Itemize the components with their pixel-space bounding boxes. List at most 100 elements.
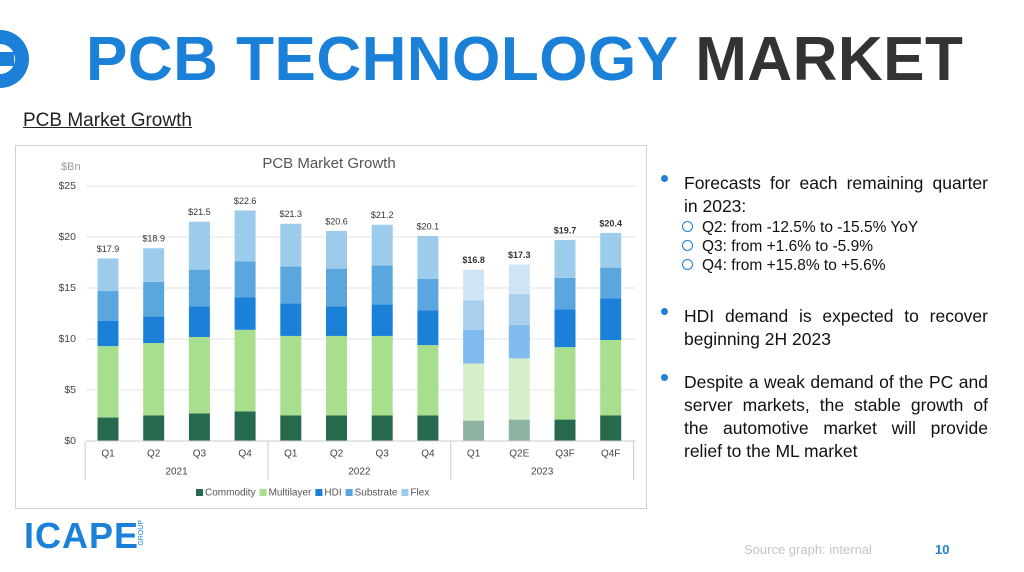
bar-segment	[97, 346, 119, 418]
bar-segment	[554, 309, 576, 348]
x-tick-label: Q4	[421, 449, 435, 460]
x-tick-label: Q3	[376, 449, 390, 460]
bar-segment	[188, 306, 210, 337]
bar-segment	[371, 265, 393, 305]
title-blue: PCB TECHNOLOGY	[86, 25, 678, 94]
bar-segment	[554, 347, 576, 420]
logo-icon	[0, 29, 30, 88]
y-tick-label: $5	[64, 384, 76, 396]
sub-bullet: Q4: from +15.8% to +5.6%	[658, 256, 988, 275]
y-tick-label: $10	[58, 333, 76, 345]
sub-list: Q2: from -12.5% to -15.5% YoY Q3: from +1…	[658, 218, 988, 275]
bar-segment	[600, 298, 622, 341]
y-tick-label: $20	[58, 231, 76, 243]
bar-segment	[234, 329, 256, 412]
total-label: $21.5	[188, 207, 211, 217]
bar-segment	[463, 420, 485, 441]
bar-segment	[600, 232, 622, 268]
legend-swatch	[345, 489, 353, 496]
bar-segment	[463, 329, 485, 364]
page-number: 10	[935, 542, 950, 557]
legend-swatch	[196, 489, 203, 496]
bar-segment	[371, 224, 393, 266]
bar-segment	[280, 266, 302, 304]
bullet-item: Despite a weak demand of the PC and serv…	[658, 371, 988, 463]
bar-segment	[600, 415, 622, 441]
logo: ICAPE	[24, 515, 140, 556]
x-tick-label: Q1	[284, 449, 298, 460]
total-label: $16.8	[462, 255, 485, 265]
x-tick-label: Q3F	[555, 449, 574, 460]
x-tick-label: Q1	[467, 449, 481, 460]
bar-segment	[463, 363, 485, 421]
bullet-text: Forecasts for each remaining quarter in …	[658, 172, 988, 218]
x-tick-label: Q4	[238, 449, 252, 460]
bar-segment	[143, 415, 165, 441]
total-label: $20.1	[417, 221, 440, 231]
x-group-label: 2023	[531, 467, 554, 478]
total-label: $20.6	[325, 216, 348, 226]
x-tick-label: Q4F	[601, 449, 620, 460]
bar-segment	[234, 210, 256, 262]
chart-box: PCB Market Growth $Bn $0 $5 $10 $15 $20 $25 $17.…	[15, 145, 647, 509]
x-tick-label: Q3	[193, 449, 207, 460]
bullet-list: Forecasts for each remaining quarter in …	[658, 172, 988, 483]
bar-segment	[508, 264, 530, 295]
legend-swatch	[259, 489, 267, 496]
logo-group: GROUP	[138, 520, 145, 546]
legend-label: Substrate	[355, 488, 398, 499]
bar-segment	[97, 417, 119, 441]
bar-segment	[188, 413, 210, 441]
subtitle: PCB Market Growth	[23, 110, 192, 131]
bar-segment	[97, 291, 119, 321]
bar-segment	[143, 343, 165, 416]
bar-segment	[508, 294, 530, 325]
legend-label: Multilayer	[269, 488, 312, 499]
bar-segment	[188, 269, 210, 307]
source: Source graph: internal	[744, 542, 872, 557]
legend-label: Flex	[410, 488, 429, 499]
bar-segment	[508, 358, 530, 420]
x-tick-label: Q2	[147, 449, 161, 460]
bar-segment	[508, 324, 530, 359]
bar-segment	[143, 248, 165, 282]
total-label: $19.7	[554, 225, 577, 235]
bar-segment	[326, 230, 347, 269]
chart-title: PCB Market Growth	[262, 155, 395, 172]
sub-bullet: Q2: from -12.5% to -15.5% YoY	[658, 218, 988, 237]
legend-label: Commodity	[205, 488, 256, 499]
x-tick-label: Q1	[101, 449, 115, 460]
bar-segment	[463, 300, 485, 330]
bullet-item: Forecasts for each remaining quarter in …	[658, 172, 988, 275]
legend-swatch	[315, 489, 323, 496]
y-tick-label: $0	[64, 435, 76, 447]
x-group-label: 2021	[165, 467, 188, 478]
total-label: $18.9	[142, 234, 165, 244]
bar-segment	[326, 306, 347, 336]
chart: PCB Market Growth $Bn $0 $5 $10 $15 $20 $25 $17.…	[58, 155, 636, 499]
bar-segment	[371, 415, 393, 441]
bar-segment	[188, 221, 210, 270]
bar-segment	[508, 419, 530, 441]
x-tick-label: Q2E	[509, 449, 529, 460]
total-label: $17.9	[97, 244, 120, 254]
bar-segment	[280, 415, 302, 441]
bar-segment	[234, 261, 256, 298]
bullet-item: HDI demand is expected to recover beginn…	[658, 305, 988, 351]
bar-segment	[600, 267, 622, 299]
bar-segment	[417, 415, 439, 441]
total-label: $22.6	[234, 196, 257, 206]
total-label: $21.2	[371, 210, 394, 220]
bar-segment	[554, 240, 576, 278]
bar-segment	[234, 297, 256, 330]
total-label: $21.3	[280, 209, 303, 219]
bar-segment	[326, 268, 347, 307]
bar-segment	[188, 336, 210, 414]
bar-segment	[417, 310, 439, 346]
legend-swatch	[401, 489, 409, 496]
bar-segment	[97, 258, 119, 292]
x-tick-label: Q2	[330, 449, 344, 460]
bar-segment	[417, 278, 439, 311]
bar-segment	[600, 340, 622, 416]
bar-segment	[554, 419, 576, 441]
